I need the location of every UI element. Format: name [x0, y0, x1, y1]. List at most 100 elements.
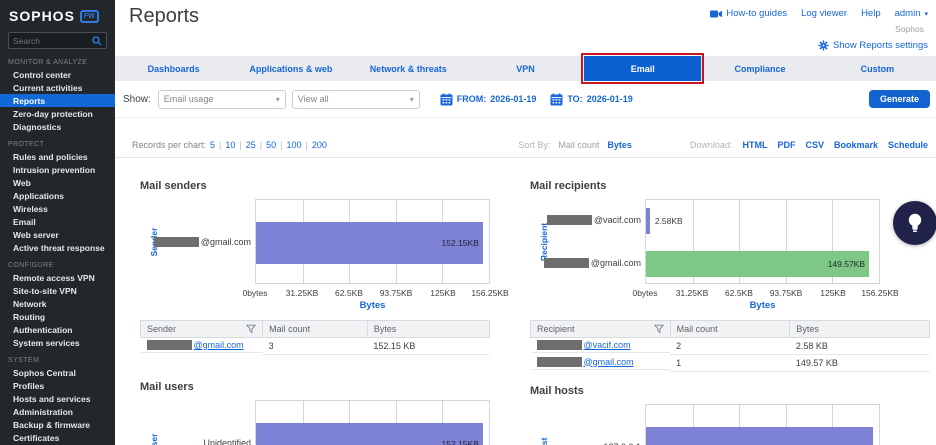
- sidebar-item-remote-access-vpn[interactable]: Remote access VPN: [13, 272, 95, 283]
- bar-127-0-0-1[interactable]: 152.15KB: [646, 426, 873, 445]
- chart-area: Recipient 2.58KB 149.57KB @vacif.com @gmail.…: [530, 199, 899, 311]
- separator: |: [280, 139, 283, 150]
- calendar-icon: [550, 93, 563, 106]
- sidebar-item-authentication[interactable]: Authentication: [13, 324, 73, 335]
- filter-funnel-icon[interactable]: [246, 324, 257, 334]
- download-label: Download:: [689, 139, 733, 150]
- show-reports-settings-link[interactable]: Show Reports settings: [818, 40, 928, 51]
- address-link[interactable]: @vacif.com: [583, 340, 631, 350]
- chart-area: Host152.15KB127.0.0.10bytes31.25KB62.5KB…: [530, 404, 880, 445]
- category-label: Unidentified: [203, 422, 251, 445]
- sidebar-item-certificates[interactable]: Certificates: [13, 432, 60, 443]
- sidebar-item-diagnostics[interactable]: Diagnostics: [13, 121, 62, 132]
- how-to-guides-link[interactable]: How-to guides: [710, 8, 787, 19]
- tab-email[interactable]: Email: [581, 53, 705, 84]
- download-schedule[interactable]: Schedule: [887, 139, 928, 150]
- view-select[interactable]: View all ▾: [291, 89, 420, 109]
- sidebar-item-backup-firmware[interactable]: Backup & firmware: [13, 419, 90, 430]
- sidebar-item-active-threat-response[interactable]: Active threat response: [13, 242, 105, 253]
- report-type-select[interactable]: Email usage ▾: [157, 89, 286, 109]
- sort-option-bytes[interactable]: Bytes: [607, 139, 632, 150]
- tab-vpn[interactable]: VPN: [516, 63, 535, 74]
- bar-gmail-com[interactable]: 149.57KB: [646, 250, 870, 277]
- separator: |: [305, 139, 308, 150]
- sidebar-item-wireless[interactable]: Wireless: [13, 203, 48, 214]
- sort-option-mail-count[interactable]: Mail count: [558, 139, 600, 150]
- sidebar-item-applications[interactable]: Applications: [13, 190, 65, 201]
- sidebar-item-routing[interactable]: Routing: [13, 311, 46, 322]
- x-axis-label: Bytes: [359, 300, 386, 311]
- sidebar-item-system-services[interactable]: System services: [13, 337, 80, 348]
- mail-recipients-table: Recipient Mail count Bytes @vacif.com 2 2.58 …: [530, 320, 930, 372]
- x-tick: 62.5KB: [335, 288, 363, 298]
- sidebar-search[interactable]: [8, 32, 107, 49]
- user-menu[interactable]: admin ▾: [895, 8, 928, 19]
- download-pdf[interactable]: PDF: [777, 139, 796, 150]
- records-per-chart: Records per chart: 5 | 10 | 25 | 50 | 100 | 200: [132, 140, 518, 150]
- bar-vacif-com[interactable]: [646, 208, 650, 235]
- tab-network-threats[interactable]: Network & threats: [369, 63, 447, 74]
- sidebar-item-administration[interactable]: Administration: [13, 406, 73, 417]
- records-option-200[interactable]: 200: [311, 139, 327, 150]
- sidebar-item-network[interactable]: Network: [13, 298, 47, 309]
- category-label: 127.0.0.1: [603, 426, 641, 445]
- bar-gmail-com[interactable]: 152.15KB: [256, 221, 483, 264]
- mail-senders-chart: Mail sendersSender152.15KB@gmail.com0byt…: [140, 180, 509, 311]
- records-option-5[interactable]: 5: [210, 139, 216, 150]
- sidebar-item-web[interactable]: Web: [13, 177, 31, 188]
- bar-unidentified[interactable]: 152.15KB: [256, 422, 483, 445]
- records-option-50[interactable]: 50: [266, 139, 277, 150]
- tab-applications-web[interactable]: Applications & web: [249, 63, 333, 74]
- firewall-badge: FW: [79, 9, 99, 23]
- download-options: Download: HTML PDF CSV Bookmark Schedule: [690, 140, 928, 150]
- mail-hosts-chart: Mail hostsHost152.15KB127.0.0.10bytes31.…: [530, 385, 930, 445]
- address-link[interactable]: @gmail.com: [583, 356, 634, 367]
- search-icon[interactable]: [92, 35, 102, 46]
- chart-title: Mail hosts: [530, 385, 584, 397]
- download-html[interactable]: HTML: [742, 139, 768, 150]
- sidebar-item-current-activities[interactable]: Current activities: [13, 82, 83, 93]
- filter-funnel-icon[interactable]: [653, 324, 664, 334]
- tab-compliance[interactable]: Compliance: [734, 63, 786, 74]
- x-tick: 31.25KB: [675, 288, 709, 298]
- sidebar-item-site-to-site-vpn[interactable]: Site-to-site VPN: [13, 285, 77, 296]
- cell-value: 2: [670, 337, 790, 355]
- column-header-mail-count: Mail count: [669, 320, 791, 338]
- records-option-100[interactable]: 100: [286, 139, 302, 150]
- to-date-picker[interactable]: TO: 2026-01-19: [550, 93, 633, 106]
- sidebar-item-sophos-central[interactable]: Sophos Central: [13, 367, 76, 378]
- gear-icon: [818, 40, 829, 51]
- sidebar-item-rules-and-policies[interactable]: Rules and policies: [13, 151, 88, 162]
- sidebar-item-profiles[interactable]: Profiles: [13, 380, 45, 391]
- sidebar-item-email[interactable]: Email: [13, 216, 36, 227]
- x-tick: 31.25KB: [285, 288, 319, 298]
- tab-custom[interactable]: Custom: [860, 63, 895, 74]
- nav-section-label: MONITOR & ANALYZE: [8, 59, 88, 66]
- sidebar-item-reports[interactable]: Reports: [0, 94, 115, 107]
- search-input[interactable]: [13, 35, 92, 46]
- separator: |: [239, 139, 242, 150]
- generate-button[interactable]: Generate: [868, 90, 930, 108]
- x-tick: 156.25KB: [861, 288, 899, 298]
- help-link[interactable]: Help: [861, 8, 881, 19]
- download-bookmark[interactable]: Bookmark: [833, 139, 878, 150]
- assistant-lightbulb-button[interactable]: [893, 201, 936, 245]
- bar-value: 152.15KB: [832, 427, 869, 445]
- address-link[interactable]: @gmail.com: [193, 340, 244, 350]
- tab-dashboards[interactable]: Dashboards: [147, 63, 200, 74]
- records-option-25[interactable]: 25: [245, 139, 256, 150]
- sidebar-item-zero-day-protection[interactable]: Zero-day protection: [13, 108, 93, 119]
- records-option-10[interactable]: 10: [225, 139, 236, 150]
- to-label: TO:: [567, 94, 583, 104]
- gridline: [739, 405, 741, 445]
- log-viewer-link[interactable]: Log viewer: [801, 8, 847, 19]
- chart-title: Mail recipients: [530, 180, 607, 192]
- category-text: @vacif.com: [593, 215, 641, 226]
- download-csv[interactable]: CSV: [805, 139, 824, 150]
- from-date-picker[interactable]: FROM: 2026-01-19: [440, 93, 536, 106]
- sidebar-item-intrusion-prevention[interactable]: Intrusion prevention: [13, 164, 96, 175]
- sidebar-item-control-center[interactable]: Control center: [13, 69, 72, 80]
- chart-body: Sender152.15KB@gmail.com: [140, 199, 490, 284]
- sidebar-item-web-server[interactable]: Web server: [13, 229, 59, 240]
- sidebar-item-hosts-and-services[interactable]: Hosts and services: [13, 393, 91, 404]
